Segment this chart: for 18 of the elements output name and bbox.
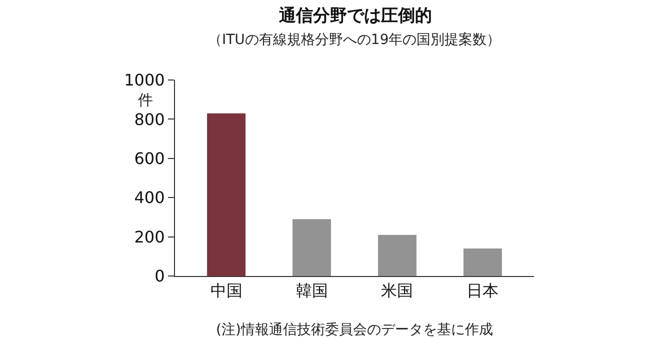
bar	[378, 234, 416, 276]
x-tick-label: 日本	[466, 281, 499, 300]
y-tick-label: 800	[134, 110, 165, 129]
bar	[207, 113, 246, 276]
y-axis-title: 件	[138, 91, 153, 109]
y-tick-label: 200	[134, 227, 165, 246]
bar	[292, 219, 331, 276]
x-tick-label: 韓国	[296, 281, 328, 300]
x-tick-label: 米国	[381, 281, 414, 300]
bar	[463, 248, 502, 276]
chart-subtitle: （ITUの有線規格分野への19年の国別提案数）	[208, 31, 501, 48]
y-tick-label: 400	[134, 188, 165, 208]
text: (注)情報通信技術委員会のデータを基に作成	[216, 322, 493, 338]
y-tick-label: 1000	[124, 70, 165, 90]
y-tick-label: 600	[134, 149, 165, 168]
chart-title: 通信分野では圧倒的	[278, 6, 432, 26]
x-tick-label: 中国	[210, 281, 242, 300]
y-tick-label: 0	[154, 266, 165, 286]
